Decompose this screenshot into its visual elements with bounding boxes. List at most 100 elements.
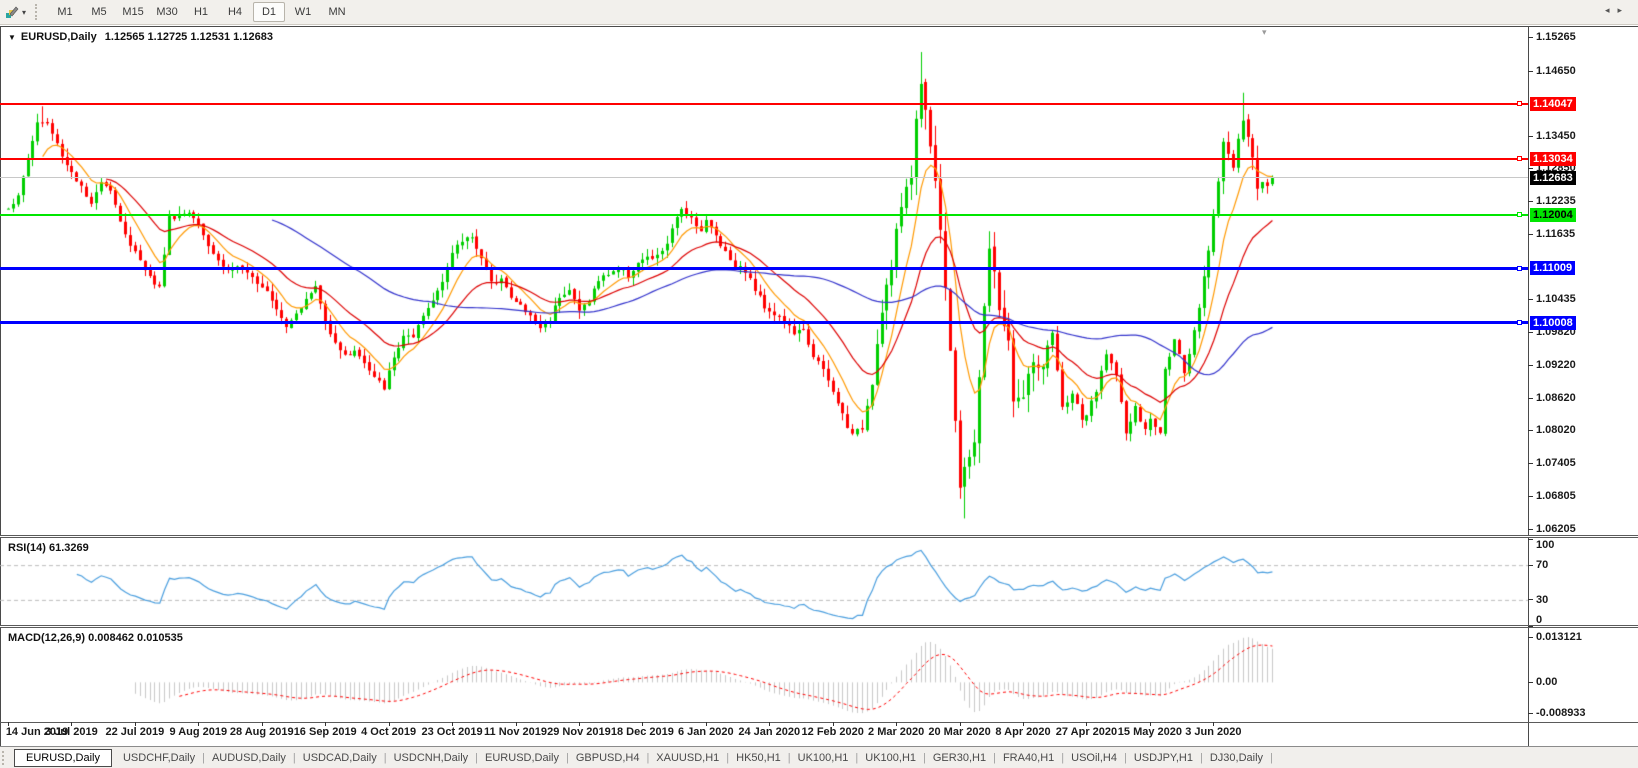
rsi-indicator-canvas[interactable] [0,539,1528,626]
macd-indicator-canvas[interactable] [0,629,1528,722]
date-axis-tick [325,722,327,726]
date-axis-label: 4 Oct 2019 [361,726,417,738]
date-axis-label: 18 Dec 2019 [610,726,674,738]
price-axis-tick [1528,70,1533,72]
horizontal-line-1.12004[interactable] [0,213,1528,216]
date-axis-tick [578,722,580,726]
timeframe-button-h1[interactable]: H1 [193,6,209,18]
tab-separator-icon: | [726,751,730,764]
date-axis-tick [896,722,898,726]
price-axis-tick [1528,332,1533,334]
price-axis-tick-label: 1.10435 [1536,293,1576,306]
tab-separator-icon: | [292,751,296,764]
date-axis-tick [832,722,834,726]
symbol-tab-bar: EURUSD,Daily USDCHF,Daily | AUDUSD,Daily | US… [0,746,1638,768]
price-axis-tick [1528,528,1533,530]
line-handle[interactable] [1517,156,1522,162]
date-axis-tick [452,722,454,726]
rsi-axis-label: 0 [1536,614,1543,626]
tab-dj30-daily[interactable]: DJ30,Daily [1209,751,1264,764]
price-axis-tick-label: 1.15265 [1536,31,1576,44]
horizontal-line-1.11009[interactable] [0,266,1528,270]
line-handle[interactable] [1517,212,1522,218]
timeframe-button-h4[interactable]: H4 [227,6,243,18]
chart-menu-triangle-icon[interactable]: ▼ [8,33,16,42]
date-axis-label: 12 Feb 2020 [801,726,864,738]
timeframe-button-m30[interactable]: M30 [156,6,178,18]
toolbar-dropdown-caret[interactable]: ▾ [22,7,27,17]
date-axis-tick [261,722,263,726]
horizontal-line-1.13034[interactable] [0,157,1528,160]
line-price-label: 1.11009 [1530,261,1576,276]
tab-uk100-h1[interactable]: UK100,H1 [797,751,849,764]
tab-usdcad-daily[interactable]: USDCAD,Daily [302,751,377,764]
pencil-tool-icon [6,6,19,18]
line-handle[interactable] [1517,101,1522,107]
tab-fra40-h1[interactable]: FRA40,H1 [1002,751,1055,764]
date-axis-tick [515,722,517,726]
price-axis-tick-label: 1.11635 [1536,228,1576,241]
date-axis-label: 15 May 2020 [1117,726,1183,738]
chart-window-top-border [0,26,1638,27]
date-axis-tick [1213,722,1215,726]
tab-usdchf-daily[interactable]: USDCHF,Daily [122,751,196,764]
timeframe-button-m1[interactable]: M1 [57,6,73,18]
tab-scroll-left-icon[interactable]: ◂ [1604,5,1618,15]
date-axis-tick [388,722,390,726]
timeframe-button-m5[interactable]: M5 [91,6,107,18]
tab-usoil-h4[interactable]: USOil,H4 [1071,751,1117,764]
tab-gbpusd-h4[interactable]: GBPUSD,H4 [575,751,640,764]
tab-ger30-h1[interactable]: GER30,H1 [932,751,987,764]
price-axis-tick [1528,234,1533,236]
date-axis-tick [642,722,644,726]
rsi-axis-tick [1528,625,1533,627]
horizontal-line-1.14047[interactable] [0,102,1528,105]
date-axis-tick [134,722,136,726]
tab-separator-icon: | [923,751,926,764]
date-axis-label: 27 Apr 2020 [1055,726,1118,738]
toolbar: ▾ M1 M5 M15 M30 H1 H4 D1 W1 MN [0,0,1638,25]
macd-axis-label: 0.013121 [1536,630,1582,643]
line-handle[interactable] [1517,265,1522,271]
price-axis-tick-label: 1.06205 [1536,522,1576,535]
price-chart-canvas[interactable] [0,27,1528,536]
toolbar-grip[interactable] [35,4,40,20]
date-axis-tick [705,722,707,726]
date-axis-label: 3 Jun 2020 [1185,726,1242,738]
timeframe-button-mn[interactable]: MN [328,6,346,18]
price-axis-tick [1528,463,1533,465]
tab-eurusd-daily[interactable]: EURUSD,Daily [14,748,112,767]
tab-separator-icon: | [993,751,996,764]
rsi-axis-tick [1528,564,1533,566]
tab-separator-icon: | [383,751,387,764]
tab-xauusd-h1[interactable]: XAUUSD,H1 [656,751,720,764]
tab-uk100-h1[interactable]: UK100,H1 [865,751,917,764]
line-handle[interactable] [1517,320,1522,326]
date-axis-label: 22 Jul 2019 [105,726,165,738]
panel-collapse-icon[interactable]: ▾ [1262,27,1267,37]
tab-usdjpy-h1[interactable]: USDJPY,H1 [1133,751,1193,764]
price-axis-tick-label: 1.07405 [1536,457,1576,470]
tab-audusd-daily[interactable]: AUDUSD,Daily [211,751,286,764]
tab-separator-icon: | [1061,751,1065,764]
macd-axis-label: -0.008933 [1536,706,1586,719]
macd-label: MACD(12,26,9) 0.008462 0.010535 [8,632,183,644]
timeframe-button-w1[interactable]: W1 [294,6,312,18]
tab-scroll-right-icon[interactable]: ▸ [1617,5,1630,15]
timeframe-button-m15[interactable]: M15 [122,6,144,18]
price-axis-tick-label: 1.08620 [1536,391,1576,404]
tab-eurusd-daily[interactable]: EURUSD,Daily [485,751,559,764]
draw-tool-button[interactable]: ▾ [2,3,29,21]
horizontal-line-1.10008[interactable] [0,321,1528,325]
price-axis-tick [1528,201,1533,203]
price-axis-tick [1528,397,1533,399]
tab-usdcnh-daily[interactable]: USDCNH,Daily [393,751,469,764]
timeframe-buttons: M1 M5 M15 M30 H1 H4 D1 W1 MN [48,2,354,22]
date-axis-tick [71,722,73,726]
timeframe-button-d1[interactable]: D1 [253,2,286,22]
tab-separator-icon: | [202,751,205,764]
tabbar-grip[interactable] [2,750,8,765]
tab-hk50-h1[interactable]: HK50,H1 [736,751,781,764]
date-axis-label: 6 Jan 2020 [678,726,734,738]
rsi-axis-label: 70 [1536,559,1549,572]
